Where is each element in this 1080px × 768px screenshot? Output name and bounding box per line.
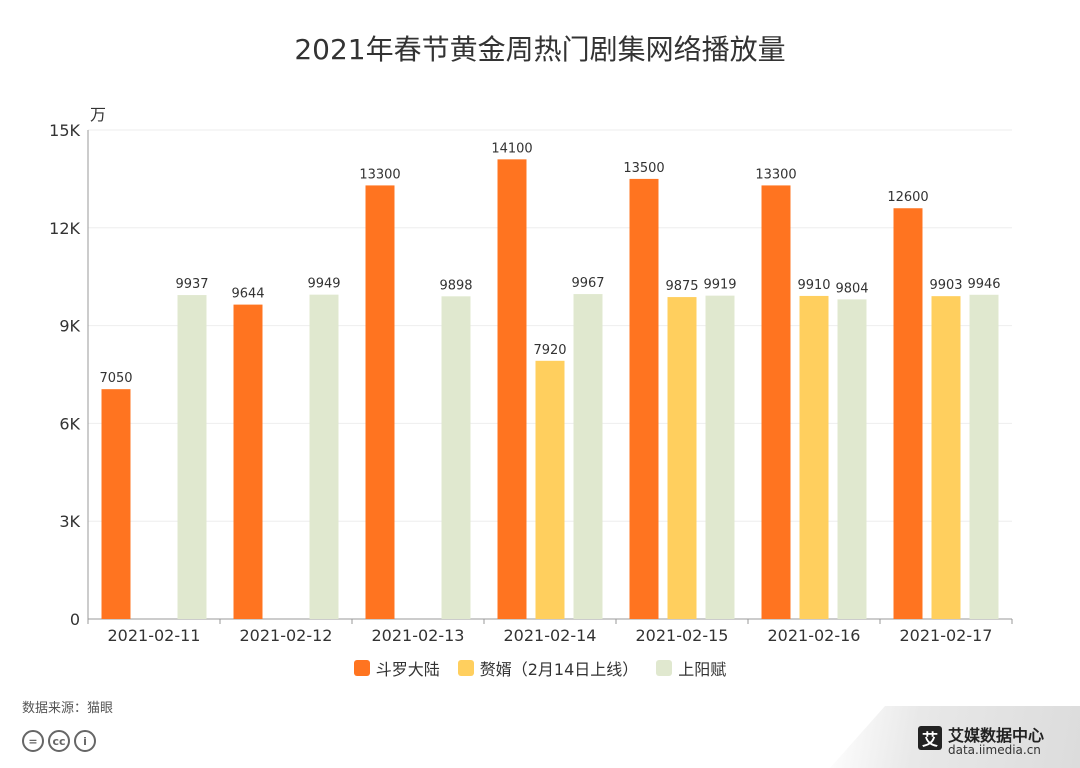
- bar: [441, 296, 471, 619]
- legend-item[interactable]: 上阳赋: [656, 656, 726, 680]
- bar: [177, 295, 207, 619]
- bar: [309, 294, 339, 619]
- bar: [761, 185, 791, 620]
- y-tick-label: 12K: [49, 219, 80, 238]
- data-source: 数据来源：猫眼: [22, 701, 114, 716]
- y-tick-label: 15K: [49, 121, 80, 140]
- bar-value-label: 7920: [533, 343, 566, 358]
- by-license-icon: i: [74, 730, 96, 752]
- bar-value-label: 13500: [623, 161, 664, 176]
- x-tick-label: 2021-02-15: [636, 626, 729, 645]
- brand-logo-icon: 艾: [918, 726, 942, 750]
- chart-legend: 斗罗大陆 赘婿（2月14日上线） 上阳赋: [0, 656, 1080, 680]
- bar: [837, 299, 867, 619]
- bar-value-label: 9967: [571, 276, 604, 291]
- legend-label: 赘婿（2月14日上线）: [479, 660, 639, 679]
- bar-value-label: 9946: [967, 277, 1000, 292]
- y-unit-label: 万: [90, 105, 106, 124]
- brand-url: data.iimedia.cn: [948, 743, 1041, 757]
- bar-value-label: 9937: [175, 277, 208, 292]
- bar-value-label: 13300: [755, 167, 796, 182]
- bar: [573, 294, 603, 619]
- cc-license-icon: cc: [48, 730, 70, 752]
- legend-label: 斗罗大陆: [375, 660, 440, 679]
- legend-swatch: [656, 660, 673, 676]
- bar: [799, 295, 829, 619]
- bar: [931, 296, 961, 619]
- bar-value-label: 12600: [887, 190, 928, 205]
- bar-value-label: 9875: [665, 279, 698, 294]
- bar-value-label: 9898: [439, 278, 472, 293]
- bar-value-label: 9910: [797, 278, 830, 293]
- bar-value-label: 9903: [929, 278, 962, 293]
- y-tick-label: 3K: [59, 512, 80, 531]
- legend-item[interactable]: 赘婿（2月14日上线）: [457, 656, 639, 680]
- bar: [629, 178, 659, 619]
- bar: [535, 360, 565, 619]
- x-tick-label: 2021-02-12: [240, 626, 333, 645]
- bar: [969, 294, 999, 619]
- bar-value-label: 9949: [307, 277, 340, 292]
- legend-label: 上阳赋: [678, 660, 727, 679]
- x-tick-label: 2021-02-17: [900, 626, 993, 645]
- bar-value-label: 14100: [491, 141, 532, 156]
- license-icons: = cc i: [22, 730, 96, 752]
- chart-title: 2021年春节黄金周热门剧集网络播放量: [294, 33, 786, 66]
- bar-chart: 0 3K 6K 9K 12K 15K 万 7050 9937 2021-02-11 9644 9949…: [49, 105, 1013, 645]
- legend-swatch: [457, 660, 474, 676]
- brand-name: 艾媒数据中心: [948, 726, 1045, 745]
- bar: [101, 389, 131, 619]
- bar: [497, 159, 527, 619]
- y-tick-label: 9K: [59, 317, 80, 336]
- bar: [893, 208, 923, 620]
- legend-swatch: [353, 660, 370, 676]
- y-tick-label: 0: [70, 610, 80, 629]
- bar-value-label: 9919: [703, 278, 736, 293]
- bar-value-label: 13300: [359, 167, 400, 182]
- x-tick-label: 2021-02-11: [108, 626, 201, 645]
- x-tick-label: 2021-02-13: [372, 626, 465, 645]
- bar-value-label: 7050: [99, 371, 132, 386]
- legend-item[interactable]: 斗罗大陆: [353, 656, 440, 680]
- x-tick-label: 2021-02-14: [504, 626, 597, 645]
- bar-value-label: 9644: [231, 287, 264, 302]
- bar-value-label: 9804: [835, 281, 868, 296]
- bar: [667, 297, 697, 619]
- bar: [233, 304, 263, 619]
- bar: [705, 295, 735, 619]
- bar: [365, 185, 395, 620]
- y-tick-label: 6K: [59, 414, 80, 433]
- x-tick-label: 2021-02-16: [768, 626, 861, 645]
- nd-license-icon: =: [22, 730, 44, 752]
- brand-watermark: 艾 艾媒数据中心 data.iimedia.cn: [830, 706, 1080, 768]
